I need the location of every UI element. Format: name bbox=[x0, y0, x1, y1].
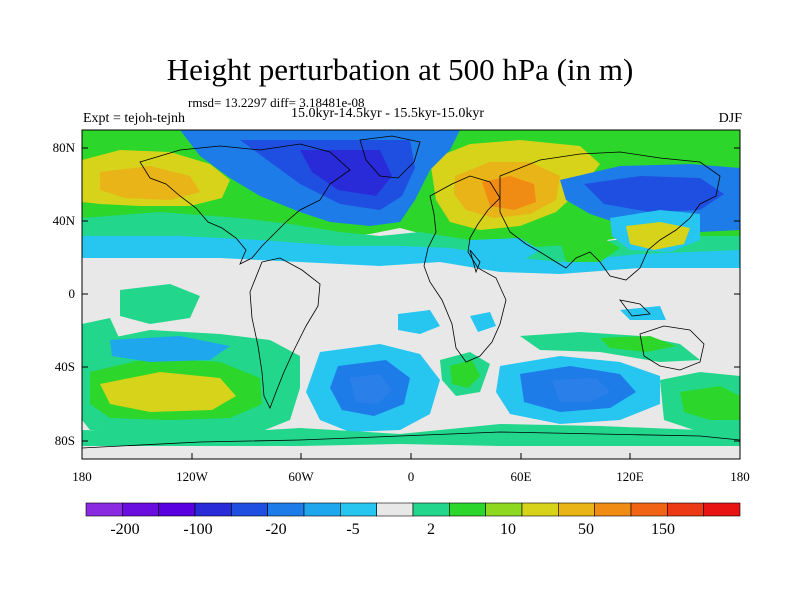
colorbar-swatch bbox=[85, 502, 123, 517]
lon-axis: 180 120W 60W 0 60E 120E 180 bbox=[72, 453, 750, 484]
lon-tick-label: 60W bbox=[288, 469, 314, 484]
colorbar-swatch bbox=[558, 502, 595, 517]
stats-line: rmsd= 13.2297 diff= 3.18481e-08 bbox=[188, 95, 365, 110]
colorbar-tick-label: 150 bbox=[651, 521, 675, 538]
season-label: DJF bbox=[718, 111, 742, 126]
period-line: 15.0kyr-14.5kyr - 15.5kyr-15.0kyr bbox=[291, 106, 485, 121]
colorbar-swatch bbox=[449, 502, 486, 517]
contour-positive-tropics bbox=[120, 284, 200, 324]
contour-fills bbox=[82, 130, 740, 459]
colorbar-tick-label: 50 bbox=[578, 521, 594, 538]
lon-tick-label: 180 bbox=[730, 469, 750, 484]
colorbar-tick-label: -20 bbox=[265, 521, 286, 538]
contour-antarctic-band bbox=[82, 424, 740, 448]
colorbar-swatch bbox=[412, 502, 450, 517]
colorbar-swatch bbox=[303, 502, 341, 517]
colorbar-labels: -200 -100 -20 -5 2 10 50 150 bbox=[110, 521, 675, 538]
map-panel bbox=[82, 130, 740, 459]
colorbar-tick-label: -100 bbox=[183, 521, 212, 538]
colorbar-swatch bbox=[158, 502, 196, 517]
colorbar-swatch bbox=[485, 502, 523, 517]
colorbar-swatch bbox=[340, 502, 377, 517]
colorbar-tick-label: -5 bbox=[346, 521, 359, 538]
colorbar-swatch bbox=[630, 502, 668, 517]
colorbar-swatch bbox=[703, 502, 741, 517]
lat-axis: 80N 40N 0 40S 80S bbox=[53, 140, 740, 448]
coastlines bbox=[82, 135, 740, 449]
lat-tick-label: 40S bbox=[55, 359, 75, 374]
colorbar-swatch bbox=[667, 502, 704, 517]
colorbar-swatch bbox=[122, 502, 159, 517]
figure-title: Height perturbation at 500 hPa (in m) bbox=[166, 52, 634, 87]
experiment-label: Expt = tejoh-tejnh bbox=[83, 111, 185, 126]
colorbar-swatch bbox=[231, 502, 268, 517]
colorbar-tick-label: 10 bbox=[500, 521, 516, 538]
colorbar bbox=[85, 502, 741, 517]
colorbar-swatch bbox=[194, 502, 232, 517]
lon-tick-label: 60E bbox=[511, 469, 532, 484]
colorbar-tick-label: -200 bbox=[110, 521, 139, 538]
lon-tick-label: 120E bbox=[616, 469, 644, 484]
lon-tick-label: 120W bbox=[176, 469, 209, 484]
lon-tick-label: 180 bbox=[72, 469, 92, 484]
lon-tick-label: 0 bbox=[408, 469, 415, 484]
colorbar-tick-label: 2 bbox=[427, 521, 435, 538]
lat-tick-label: 80N bbox=[53, 140, 76, 155]
lat-tick-label: 80S bbox=[55, 433, 75, 448]
colorbar-swatch bbox=[376, 502, 414, 517]
lat-tick-label: 40N bbox=[53, 213, 76, 228]
lat-tick-label: 0 bbox=[69, 286, 76, 301]
colorbar-swatch bbox=[521, 502, 559, 517]
colorbar-swatch bbox=[594, 502, 632, 517]
colorbar-swatch bbox=[267, 502, 305, 517]
